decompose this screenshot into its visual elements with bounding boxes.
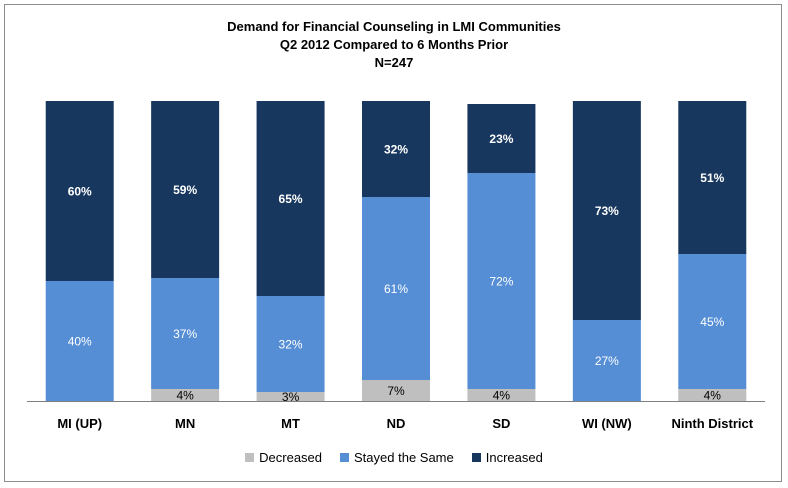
chart-titles: Demand for Financial Counseling in LMI C… <box>0 18 788 72</box>
data-label-stayed-the-same-5: 27% <box>595 354 619 368</box>
legend-swatch-stayed-the-same <box>340 453 350 462</box>
bar-segment-stayed-the-same-5 <box>572 320 641 401</box>
bar-segment-stayed-the-same-3 <box>362 197 430 380</box>
x-tick-label: Ninth District <box>671 416 753 431</box>
bar-segment-increased-2 <box>256 101 325 296</box>
data-label-increased-6: 51% <box>700 171 724 185</box>
data-label-stayed-the-same-6: 45% <box>700 315 724 329</box>
data-label-increased-3: 32% <box>384 143 408 157</box>
bar-segment-stayed-the-same-0 <box>45 281 114 401</box>
data-label-stayed-the-same-3: 61% <box>384 282 408 296</box>
x-tick-label: WI (NW) <box>582 416 632 431</box>
x-tick-label: SD <box>492 416 510 431</box>
legend-label-stayed-the-same: Stayed the Same <box>354 450 454 465</box>
data-label-stayed-the-same-2: 32% <box>279 338 303 352</box>
bar-segment-increased-5 <box>572 101 641 320</box>
legend-label-decreased: Decreased <box>259 450 323 465</box>
x-tick-label: MN <box>175 416 195 431</box>
legend-swatch-increased <box>471 453 481 462</box>
bar-segment-stayed-the-same-4 <box>467 173 536 389</box>
data-label-stayed-the-same-1: 37% <box>173 327 197 341</box>
bar-segment-increased-0 <box>45 101 114 281</box>
legend-item-decreased: Decreased <box>245 450 322 465</box>
data-label-decreased-6: 4% <box>704 389 722 403</box>
bar-segment-increased-1 <box>151 101 220 278</box>
bar-segment-decreased-6 <box>678 389 747 401</box>
data-label-stayed-the-same-0: 40% <box>68 335 92 349</box>
bar-segment-stayed-the-same-6 <box>678 254 747 389</box>
data-label-increased-0: 60% <box>68 185 92 199</box>
data-label-stayed-the-same-4: 72% <box>489 275 513 289</box>
data-label-increased-4: 23% <box>489 132 513 146</box>
bar-segment-increased-4 <box>467 104 536 173</box>
chart-sample-size: N=247 <box>374 55 414 70</box>
bar-segment-decreased-3 <box>362 380 430 401</box>
chart-subtitle: Q2 2012 Compared to 6 Months Prior <box>279 37 509 52</box>
bar-segment-stayed-the-same-1 <box>151 278 220 389</box>
bar-segment-decreased-1 <box>151 389 220 401</box>
data-label-decreased-3: 7% <box>387 384 405 398</box>
bar-segment-increased-3 <box>362 101 430 197</box>
bar-segment-decreased-2 <box>256 392 325 401</box>
legend-item-increased: Increased <box>471 450 543 465</box>
data-label-decreased-4: 4% <box>493 389 511 403</box>
bar-segment-stayed-the-same-2 <box>256 296 325 392</box>
data-label-decreased-1: 4% <box>176 389 194 403</box>
legend: Decreased Stayed the Same Increased <box>0 450 788 465</box>
chart-title: Demand for Financial Counseling in LMI C… <box>227 19 561 34</box>
x-tick-label: MT <box>281 416 300 431</box>
data-label-decreased-2: 3% <box>282 390 300 404</box>
legend-item-stayed-the-same: Stayed the Same <box>340 450 454 465</box>
x-tick-label: ND <box>387 416 406 431</box>
data-label-increased-2: 65% <box>279 192 303 206</box>
x-tick-label: MI (UP) <box>57 416 102 431</box>
legend-swatch-decreased <box>245 453 255 462</box>
legend-label-increased: Increased <box>485 450 543 465</box>
bar-segment-decreased-4 <box>467 389 536 401</box>
data-label-increased-1: 59% <box>173 183 197 197</box>
data-label-increased-5: 73% <box>595 204 619 218</box>
bar-segment-increased-6 <box>678 101 747 254</box>
